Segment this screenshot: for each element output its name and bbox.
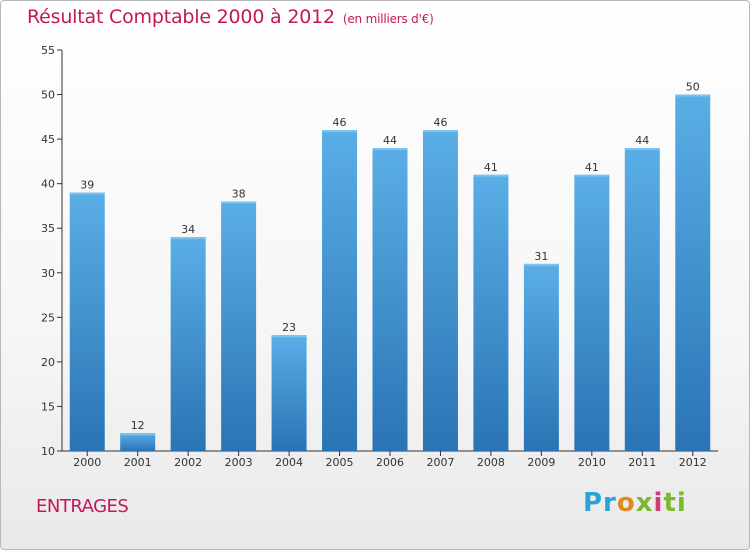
y-tick-label: 20 xyxy=(41,356,55,369)
bars-group xyxy=(69,94,711,452)
bar-highlight-2012 xyxy=(675,94,711,97)
value-label: 12 xyxy=(131,419,145,432)
y-tick-label: 55 xyxy=(41,44,55,57)
value-label: 46 xyxy=(433,116,447,129)
y-tick-label: 15 xyxy=(41,400,55,413)
value-label: 31 xyxy=(534,250,548,263)
bar-2009 xyxy=(523,263,559,451)
y-tick-label: 25 xyxy=(41,311,55,324)
bar-highlight-2003 xyxy=(221,201,257,204)
bar-highlight-2006 xyxy=(372,148,408,151)
x-tick-label: 2006 xyxy=(376,456,404,469)
y-tick-label: 40 xyxy=(41,178,55,191)
x-tick-label: 2001 xyxy=(124,456,152,469)
value-label: 38 xyxy=(232,187,246,200)
bar-2004 xyxy=(271,335,307,451)
bar-highlight-2000 xyxy=(69,192,105,195)
bar-highlight-2011 xyxy=(624,148,660,151)
x-tick-label: 2004 xyxy=(275,456,303,469)
chart-title: Résultat Comptable 2000 à 2012 (en millie… xyxy=(27,6,434,28)
x-tick-label: 2007 xyxy=(426,456,454,469)
value-label: 41 xyxy=(585,161,599,174)
value-label: 34 xyxy=(181,223,195,236)
bar-highlight-2010 xyxy=(574,174,610,177)
bar-2001 xyxy=(120,433,156,451)
x-tick-label: 2008 xyxy=(477,456,505,469)
x-tick-label: 2003 xyxy=(225,456,253,469)
bar-2005 xyxy=(322,130,358,451)
y-tick-label: 35 xyxy=(41,222,55,235)
bar-highlight-2008 xyxy=(473,174,509,177)
x-tick-label: 2012 xyxy=(679,456,707,469)
value-label: 44 xyxy=(635,134,649,147)
x-tick-label: 2005 xyxy=(326,456,354,469)
bar-highlight-2005 xyxy=(322,130,358,133)
x-tick-label: 2000 xyxy=(73,456,101,469)
y-tick-label: 50 xyxy=(41,89,55,102)
x-tick-label: 2009 xyxy=(527,456,555,469)
bar-highlight-2007 xyxy=(422,130,458,133)
brand-part-1: Pr xyxy=(583,488,617,518)
bar-2012 xyxy=(675,94,711,452)
bar-2006 xyxy=(372,148,408,451)
chart-subtitle: (en milliers d'€) xyxy=(342,12,434,26)
value-label: 46 xyxy=(333,116,347,129)
brand-part-2: o xyxy=(616,488,636,518)
value-label: 50 xyxy=(686,81,700,94)
bar-2008 xyxy=(473,174,509,451)
place-name: ENTRAGES xyxy=(36,496,129,517)
value-label: 23 xyxy=(282,321,296,334)
value-label: 39 xyxy=(80,179,94,192)
x-tick-label: 2002 xyxy=(174,456,202,469)
title-text: Résultat Comptable 2000 à 2012 xyxy=(27,6,335,28)
value-label: 44 xyxy=(383,134,397,147)
bar-highlight-2004 xyxy=(271,335,307,338)
brand-part-5: ti xyxy=(663,488,687,518)
bar-2000 xyxy=(69,192,105,452)
brand-logo: Proxiti xyxy=(583,488,687,518)
brand-part-4: i xyxy=(653,488,664,518)
bar-2010 xyxy=(574,174,610,451)
brand-part-3: x xyxy=(635,488,654,518)
x-tick-label: 2010 xyxy=(578,456,606,469)
bar-highlight-2002 xyxy=(170,237,206,240)
bar-2011 xyxy=(624,148,660,451)
y-tick-label: 30 xyxy=(41,267,55,280)
bar-2007 xyxy=(422,130,458,451)
y-tick-label: 10 xyxy=(41,445,55,458)
bar-highlight-2009 xyxy=(523,263,559,266)
value-label: 41 xyxy=(484,161,498,174)
y-tick-label: 45 xyxy=(41,133,55,146)
labels-group: 2000 39 2001 12 2002 34 2003 38 2004 23 2005 46 2006… xyxy=(73,81,707,469)
bar-highlight-2001 xyxy=(120,433,156,436)
bar-2003 xyxy=(221,201,257,451)
bar-2002 xyxy=(170,237,206,451)
x-tick-label: 2011 xyxy=(628,456,656,469)
